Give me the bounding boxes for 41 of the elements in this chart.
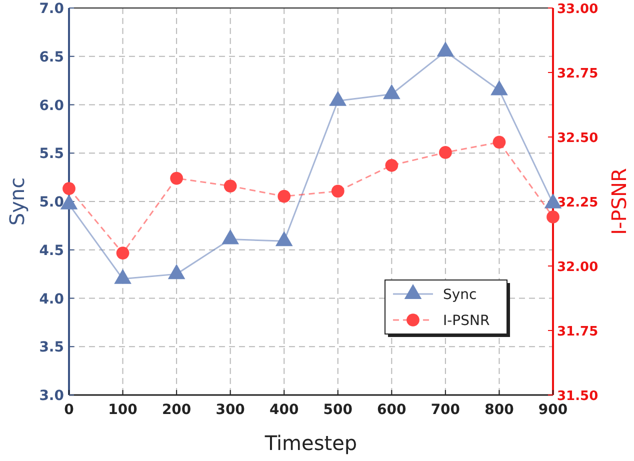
legend-label: Sync <box>443 287 477 303</box>
point <box>331 184 344 198</box>
x-tick-label: 900 <box>538 402 568 418</box>
y-tick-label: 6.0 <box>39 98 64 114</box>
point <box>385 158 398 172</box>
y2-tick-label: 33.00 <box>557 2 598 17</box>
y2-tick-label: 32.75 <box>557 66 598 82</box>
y2-tick-label: 32.50 <box>557 131 598 146</box>
legend-label: I-PSNR <box>443 313 490 329</box>
x-tick-label: 200 <box>162 402 192 418</box>
y-tick-label: 3.0 <box>39 388 64 404</box>
x-tick-label: 100 <box>108 402 138 418</box>
y2-tick-label: 32.25 <box>557 196 598 210</box>
y-tick-label: 3.5 <box>39 340 64 356</box>
y-tick-label: 5.0 <box>39 194 64 210</box>
y-tick-label: 4.0 <box>39 291 64 308</box>
x-tick-label: 500 <box>323 402 353 418</box>
point <box>546 210 560 224</box>
x-tick-label: 300 <box>216 402 246 418</box>
point <box>170 172 183 185</box>
y-tick-label: 7.0 <box>39 1 64 17</box>
point <box>62 182 76 196</box>
y2-tick-label: 31.50 <box>557 389 598 404</box>
point <box>278 190 291 203</box>
y2-tick-label: 31.75 <box>557 324 598 340</box>
y-tick-label: 5.5 <box>39 146 64 162</box>
x-tick-label: 700 <box>430 402 460 418</box>
y-tick-label: 6.5 <box>39 49 64 66</box>
point <box>439 146 452 159</box>
x-tick-label: 0 <box>64 402 74 418</box>
y2-tick-label: 32.00 <box>557 260 598 275</box>
x-tick-label: 400 <box>269 402 299 418</box>
x-tick-label: 800 <box>484 402 514 418</box>
point <box>492 136 506 149</box>
point <box>224 180 237 192</box>
point <box>116 246 130 260</box>
x-tick-label: 600 <box>377 402 407 418</box>
y-tick-label: 4.5 <box>39 242 64 259</box>
y2-axis-title: I-PSNR <box>607 168 631 235</box>
y-axis-title: Sync <box>5 177 29 226</box>
x-axis-title: Timestep <box>264 431 358 455</box>
